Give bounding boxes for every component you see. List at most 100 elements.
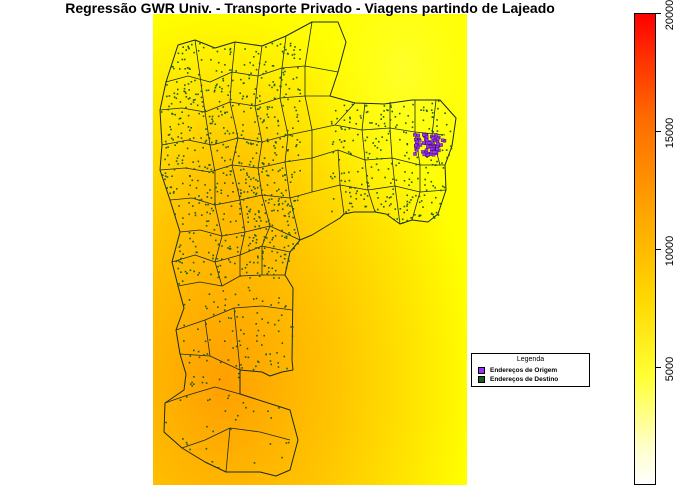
destination-point [271,210,273,212]
destination-point [164,140,167,143]
destination-point [177,260,180,262]
destination-point [208,137,210,139]
destination-point [178,283,180,285]
destination-point [187,83,190,85]
destination-point [295,76,298,79]
destination-point [281,79,283,81]
destination-point [217,306,219,308]
destination-point [226,111,228,113]
destination-point [182,141,184,143]
destination-point [435,211,438,214]
destination-point [272,236,274,239]
destination-point [290,326,292,328]
destination-point [188,47,190,50]
destination-point [248,77,250,80]
destination-point [212,430,214,433]
destination-point [280,192,283,194]
destination-point [263,334,265,337]
destination-point [364,193,366,195]
destination-point [258,275,261,277]
destination-point [178,117,181,120]
destination-point [207,203,209,206]
destination-point [259,117,262,120]
destination-point [386,109,388,111]
destination-point [390,203,392,205]
destination-point [289,42,292,45]
destination-point [420,109,422,111]
destination-point [212,47,214,49]
destination-point [299,58,301,60]
destination-point [281,208,284,210]
destination-point [284,70,286,73]
destination-point [261,255,263,258]
destination-point [287,245,290,247]
destination-point [209,132,212,135]
destination-point [256,334,258,337]
origin-point [415,148,419,152]
destination-point [243,333,245,335]
destination-point [266,184,269,186]
destination-point [210,197,213,199]
destination-point [259,217,261,219]
destination-point [240,134,243,136]
destination-point [229,158,232,161]
destination-point [200,137,202,139]
destination-point [174,144,176,146]
destination-point [284,236,286,239]
destination-point [224,159,226,162]
destination-point [180,257,182,260]
destination-point [348,171,350,174]
destination-point [267,321,269,324]
destination-point [220,192,223,194]
destination-point [197,274,199,276]
destination-point [216,224,218,226]
destination-point [293,200,295,202]
destination-point [165,143,168,145]
destination-point [181,280,184,282]
destination-point [183,324,185,327]
destination-point [186,272,188,275]
destination-point [181,162,184,164]
destination-point [276,132,279,135]
destination-point [229,47,232,50]
origin-point [422,141,426,145]
destination-point [201,101,204,103]
destination-point [406,143,408,145]
destination-point [229,69,231,71]
destination-point [281,146,284,148]
destination-point [271,230,273,232]
destination-point [182,438,184,440]
origin-point [426,153,430,157]
destination-point [342,146,345,149]
destination-point [236,316,238,318]
destination-point [239,189,242,191]
destination-point [267,410,269,412]
destination-point [229,261,232,263]
destination-point [244,356,247,358]
destination-point [177,123,180,126]
destination-point [343,119,346,121]
destination-point [193,270,195,273]
destination-point [213,89,216,92]
destination-point [218,100,221,103]
destination-point [360,194,362,196]
destination-point [211,122,213,125]
destination-point [177,88,179,91]
destination-point [203,261,205,263]
destination-point [387,109,389,112]
destination-point [217,243,220,246]
destination-point [268,84,271,87]
destination-point [266,106,269,108]
destination-point [432,116,435,118]
destination-point [296,113,299,116]
destination-point [229,51,232,53]
destination-point [252,157,254,160]
legend-label-destination: Endereços de Destino [490,376,559,383]
destination-point [188,193,190,196]
destination-point [437,100,440,102]
destination-point [248,249,251,251]
destination-point [398,112,401,115]
destination-point [296,199,299,202]
destination-point [204,305,207,308]
origin-point [422,132,426,137]
